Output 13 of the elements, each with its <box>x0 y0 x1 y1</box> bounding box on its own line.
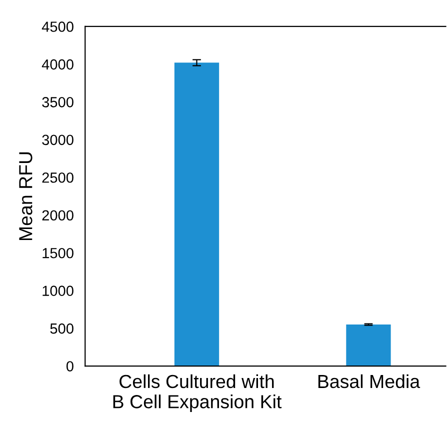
y-tick-label: 1000 <box>42 286 74 296</box>
x-tick-label: Cells Cultured with B Cell Expansion Kit <box>113 374 282 412</box>
y-tick-label: 3000 <box>42 134 74 146</box>
y-tick-label: 2000 <box>42 210 74 221</box>
y-tick-label: 0 <box>66 361 74 372</box>
y-tick-label: 4000 <box>42 59 74 70</box>
y-tick-label: 1500 <box>42 248 74 258</box>
y-tick-label: 500 <box>50 323 74 334</box>
y-tick-label: 4500 <box>42 22 74 32</box>
y-tick-label: 2500 <box>42 172 74 183</box>
y-tick-label: 3500 <box>42 97 74 108</box>
y-axis-title: Mean RFU <box>19 152 32 240</box>
x-tick-label: Basal Media <box>318 374 420 388</box>
